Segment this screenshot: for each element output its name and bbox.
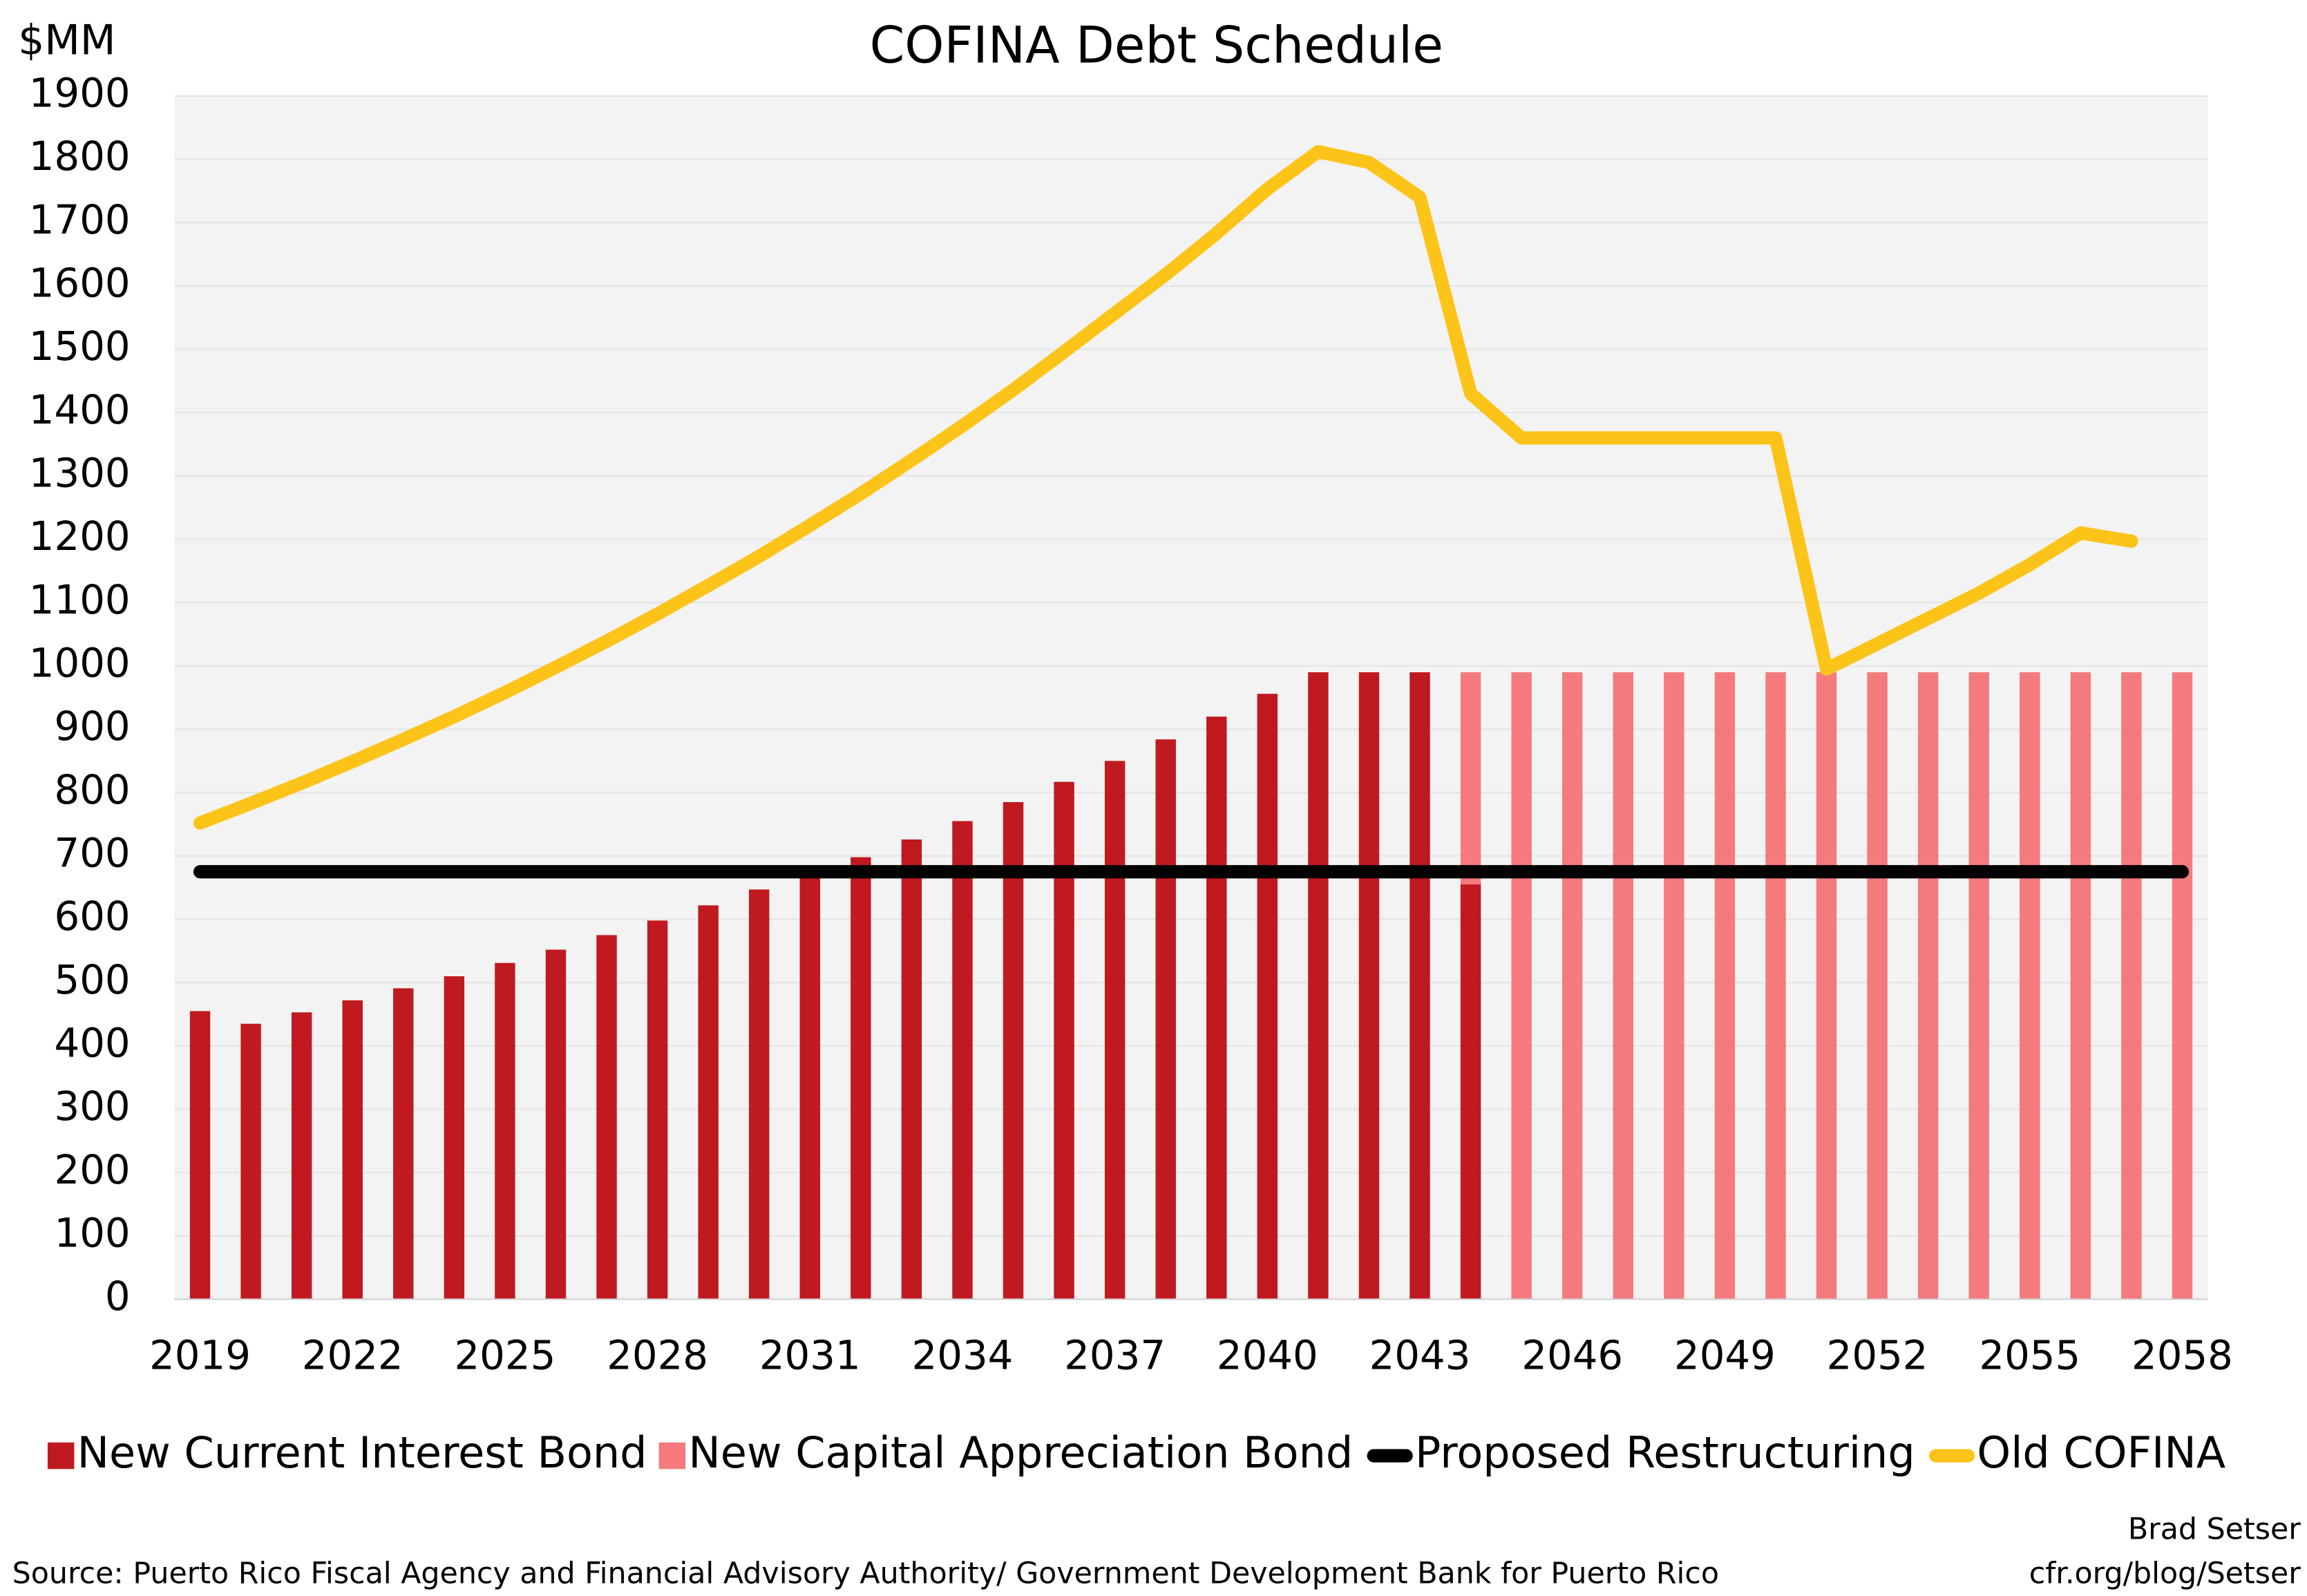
bar: [1257, 694, 1278, 1300]
bar: [647, 920, 668, 1300]
bar: [698, 905, 719, 1300]
x-tick-label: 2025: [454, 1332, 556, 1379]
y-tick-label: 300: [55, 1083, 131, 1130]
y-tick-label: 500: [55, 956, 131, 1003]
x-tick-label: 2043: [1369, 1332, 1471, 1379]
legend-label: New Capital Appreciation Bond: [688, 1427, 1353, 1478]
bar: [748, 889, 770, 1300]
y-tick-label: 400: [55, 1019, 131, 1066]
bar: [799, 873, 820, 1300]
bar: [342, 1000, 363, 1300]
legend-label: New Current Interest Bond: [77, 1427, 647, 1478]
legend-marker: [658, 1442, 686, 1470]
y-tick-label: 1800: [29, 133, 131, 180]
bar: [1816, 672, 1837, 1300]
y-tick-label: 0: [105, 1273, 131, 1320]
y-tick-label: 1500: [29, 323, 131, 370]
bar: [1409, 672, 1430, 1300]
bar: [1460, 672, 1481, 885]
line: [193, 144, 2138, 830]
bar: [545, 949, 567, 1300]
x-tick-label: 2037: [1064, 1332, 1166, 1379]
y-axis-label: $MM: [18, 17, 115, 65]
bar: [1968, 672, 1989, 1300]
credit: Brad Setser: [2128, 1512, 2301, 1546]
bar: [952, 821, 973, 1300]
bar: [1460, 884, 1481, 1300]
bar: [1003, 801, 1024, 1300]
bar: [2121, 672, 2142, 1300]
bar: [851, 857, 871, 1300]
bar: [291, 1012, 312, 1300]
bar: [1714, 672, 1736, 1300]
bar: [901, 839, 922, 1300]
y-tick-label: 700: [55, 829, 131, 876]
source-note: Source: Puerto Rico Fiscal Agency and Fi…: [12, 1557, 1719, 1591]
y-tick-label: 200: [55, 1146, 131, 1193]
bar: [1358, 672, 1380, 1300]
y-tick-label: 100: [55, 1209, 131, 1256]
bar: [1867, 672, 1888, 1300]
x-tick-label: 2034: [912, 1332, 1014, 1379]
legend-label: Proposed Restructuring: [1415, 1427, 1915, 1478]
bar: [1308, 672, 1329, 1300]
x-tick-label: 2040: [1217, 1332, 1318, 1379]
bar: [495, 962, 515, 1300]
bar: [393, 988, 414, 1300]
bar: [2172, 672, 2193, 1300]
bar: [1664, 672, 1684, 1300]
x-tick-label: 2058: [2132, 1332, 2233, 1379]
bar: [1613, 672, 1633, 1300]
bar: [444, 976, 465, 1300]
y-tick-label: 800: [55, 766, 131, 813]
bar: [240, 1023, 261, 1300]
bar: [1511, 672, 1532, 1300]
chart-title: COFINA Debt Schedule: [870, 17, 1443, 75]
y-tick-label: 1200: [29, 513, 131, 560]
y-tick-label: 1700: [29, 196, 131, 243]
y-tick-label: 600: [55, 893, 131, 940]
bar: [2070, 672, 2091, 1300]
y-tick-label: 1100: [29, 576, 131, 623]
y-tick-label: 900: [55, 703, 131, 750]
y-tick-label: 1300: [29, 449, 131, 496]
x-tick-label: 2052: [1827, 1332, 1928, 1379]
y-tick-label: 1600: [29, 260, 131, 307]
bar: [1054, 781, 1074, 1300]
bar: [2020, 672, 2040, 1300]
legend-marker: [47, 1442, 75, 1470]
y-tick-label: 1000: [29, 639, 131, 686]
x-tick-label: 2055: [1979, 1332, 2080, 1379]
x-tick-label: 2019: [149, 1332, 251, 1379]
y-tick-label: 1900: [29, 70, 131, 117]
credit: cfr.org/blog/Setser: [2029, 1557, 2301, 1591]
x-tick-label: 2022: [302, 1332, 404, 1379]
bar: [1765, 672, 1786, 1300]
bar: [596, 935, 617, 1300]
x-tick-label: 2049: [1674, 1332, 1776, 1379]
x-tick-label: 2028: [607, 1332, 708, 1379]
bar: [1104, 761, 1126, 1300]
x-tick-label: 2046: [1521, 1332, 1623, 1379]
bar: [189, 1011, 211, 1300]
y-tick-label: 1400: [29, 386, 131, 433]
bar: [1562, 672, 1583, 1300]
x-tick-label: 2031: [759, 1332, 861, 1379]
bar: [1155, 739, 1176, 1300]
bar: [1917, 672, 1939, 1300]
bar: [1206, 716, 1227, 1300]
legend-label: Old COFINA: [1977, 1427, 2225, 1478]
